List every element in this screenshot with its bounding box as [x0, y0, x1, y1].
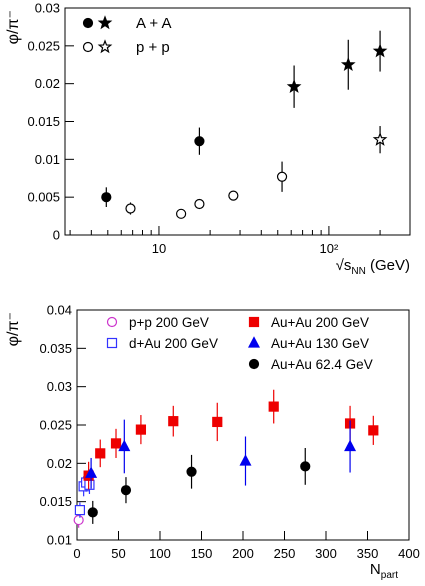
- y-tick-label: 0.02: [47, 456, 72, 471]
- y-tick-label: 0.015: [39, 494, 72, 509]
- y-tick-label: 0.005: [27, 190, 60, 205]
- marker-square: [168, 416, 179, 427]
- marker-circle: [300, 461, 311, 472]
- x-tick-label: 200: [232, 546, 254, 561]
- y-tick-label: 0.02: [35, 76, 60, 91]
- marker-square: [110, 438, 122, 449]
- legend-label: p + p: [136, 39, 170, 56]
- legend-label: p+p 200 GeV: [129, 315, 209, 330]
- x-tick-label: 150: [191, 546, 213, 561]
- legend-marker: [97, 15, 113, 30]
- x-tick-label: 10: [152, 241, 166, 256]
- legend-marker: [248, 316, 260, 328]
- marker-square: [135, 424, 147, 435]
- marker-square: [74, 505, 86, 516]
- legend-marker: [248, 336, 260, 348]
- x-axis-label-part: N: [370, 561, 381, 578]
- y-tick-label: 0.025: [39, 418, 72, 433]
- legend-marker: [97, 39, 113, 54]
- marker-square: [368, 425, 379, 436]
- marker-circle: [228, 190, 239, 201]
- y-tick-label: 0.04: [47, 303, 72, 318]
- x-tick-label: 400: [398, 546, 420, 561]
- marker-square: [268, 401, 279, 412]
- legend-label: Au+Au 200 GeV: [271, 315, 369, 330]
- marker-triangle: [118, 439, 131, 452]
- marker-star: [340, 57, 356, 71]
- marker-star: [372, 131, 388, 146]
- legend-label: Au+Au 62.4 GeV: [271, 357, 373, 372]
- legend-marker: [248, 358, 260, 370]
- marker-circle: [186, 466, 197, 477]
- y-tick-label: 0.03: [47, 379, 72, 394]
- legend-marker: [106, 316, 118, 328]
- marker-circle: [276, 171, 288, 182]
- marker-square: [95, 448, 106, 459]
- legend-label: Au+Au 130 GeV: [271, 336, 369, 351]
- x-axis-label: Npart: [370, 561, 398, 581]
- legend-marker: [82, 17, 94, 29]
- marker-circle: [194, 198, 205, 210]
- x-axis-label-part: √s: [336, 257, 352, 274]
- x-tick-label: 250: [274, 546, 296, 561]
- x-axis-label-part: (GeV): [366, 257, 410, 274]
- marker-triangle: [239, 454, 252, 466]
- marker-circle: [125, 203, 136, 214]
- legend-marker: [106, 337, 118, 349]
- legend-label: d+Au 200 GeV: [129, 336, 218, 351]
- y-tick-label: 0: [53, 228, 60, 243]
- marker-circle: [176, 208, 187, 219]
- x-tick-label: 100: [149, 546, 171, 561]
- y-tick-label: 0.01: [35, 152, 60, 167]
- y-axis-label: φ/π⁻: [5, 312, 22, 346]
- x-tick-label: 350: [357, 546, 379, 561]
- marker-square: [212, 416, 223, 428]
- y-axis-label: φ/π⁻: [5, 10, 22, 44]
- marker-triangle: [85, 466, 98, 478]
- x-axis-label-sub: NN: [351, 266, 365, 277]
- x-tick-label: 300: [315, 546, 337, 561]
- legend-label: A + A: [136, 15, 171, 32]
- x-tick-label: 0: [73, 546, 80, 561]
- x-tick-label: 50: [111, 546, 125, 561]
- marker-star: [372, 43, 388, 58]
- y-tick-label: 0.03: [35, 1, 60, 16]
- x-axis-label: √sNN (GeV): [336, 257, 410, 277]
- marker-circle: [120, 485, 132, 496]
- marker-circle: [194, 136, 205, 147]
- marker-triangle: [344, 439, 357, 452]
- y-tick-label: 0.01: [47, 533, 72, 548]
- y-tick-label: 0.015: [27, 114, 60, 129]
- marker-circle: [101, 192, 112, 203]
- marker-square: [84, 479, 95, 490]
- x-axis-label-sub: part: [381, 570, 398, 581]
- y-tick-label: 0.035: [39, 341, 72, 356]
- marker-circle: [87, 507, 98, 518]
- plot-frame: [64, 7, 411, 236]
- legend-marker: [82, 41, 94, 53]
- marker-star: [286, 78, 302, 93]
- marker-circle: [73, 514, 84, 526]
- x-tick-label: 10²: [320, 241, 339, 256]
- y-tick-label: 0.025: [27, 38, 60, 53]
